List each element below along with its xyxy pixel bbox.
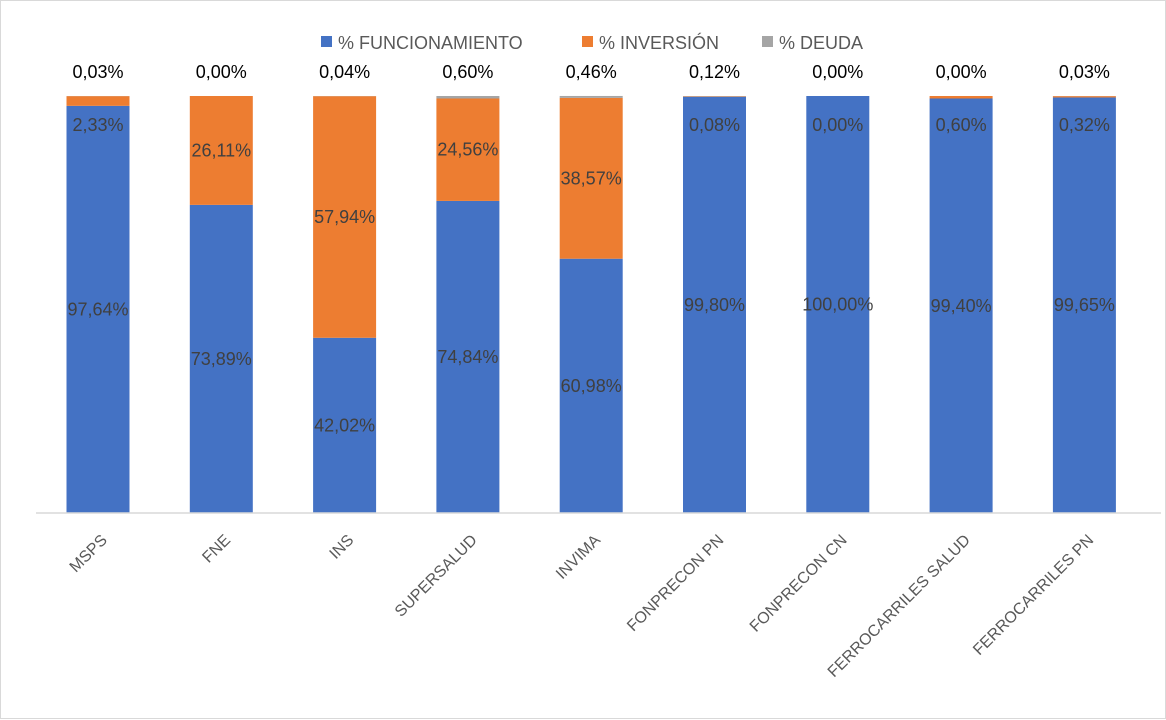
bar-2-5 xyxy=(683,96,746,97)
x-tick-label-8: FERROCARRILES PN xyxy=(970,532,1097,659)
data-label-2-3: 0,60% xyxy=(442,62,493,82)
legend-swatch-1 xyxy=(582,36,593,47)
data-label-1-4: 38,57% xyxy=(561,168,622,188)
data-label-1-3: 24,56% xyxy=(437,140,498,160)
data-label-0-7: 99,40% xyxy=(931,296,992,316)
x-tick-label-1: FNE xyxy=(199,532,234,567)
x-tick-label-0: MSPS xyxy=(67,532,111,576)
data-label-2-7: 0,00% xyxy=(936,62,987,82)
x-tick-label-3: SUPERSALUD xyxy=(392,532,481,621)
data-label-2-1: 0,00% xyxy=(196,62,247,82)
bar-1-8 xyxy=(1053,96,1116,97)
data-label-0-2: 42,02% xyxy=(314,415,375,435)
data-label-0-1: 73,89% xyxy=(191,349,252,369)
data-label-1-7: 0,60% xyxy=(936,115,987,135)
data-label-2-0: 0,03% xyxy=(72,62,123,82)
debt-labels-group: 0,03% 0,00% 0,04% 0,60% 0,46% 0,12% 0,00% 0,00%… xyxy=(72,62,1109,82)
data-label-2-2: 0,04% xyxy=(319,62,370,82)
bar-2-4 xyxy=(560,96,623,98)
bar-2-3 xyxy=(436,96,499,99)
x-tick-label-2: INS xyxy=(327,532,358,563)
data-label-0-4: 60,98% xyxy=(561,376,622,396)
bar-1-7 xyxy=(930,96,993,99)
x-tick-label-7: FERROCARRILES SALUD xyxy=(825,532,974,681)
data-label-1-2: 57,94% xyxy=(314,207,375,227)
data-label-1-1: 26,11% xyxy=(191,140,251,160)
data-label-2-8: 0,03% xyxy=(1059,62,1110,82)
legend: % FUNCIONAMIENTO % INVERSIÓN % DEUDA xyxy=(321,32,863,53)
data-label-0-3: 74,84% xyxy=(437,347,498,367)
data-label-0-0: 97,64% xyxy=(67,299,128,319)
legend-label-1: % INVERSIÓN xyxy=(599,32,719,53)
x-tick-label-5: FONPRECON PN xyxy=(624,532,727,635)
data-label-1-5: 0,08% xyxy=(689,115,740,135)
data-label-2-6: 0,00% xyxy=(812,62,863,82)
x-tick-label-6: FONPRECON CN xyxy=(747,532,851,636)
data-label-1-6: 0,00% xyxy=(812,115,863,135)
legend-swatch-0 xyxy=(321,36,332,47)
data-label-0-5: 99,80% xyxy=(684,295,745,315)
data-label-2-4: 0,46% xyxy=(566,62,617,82)
data-label-2-5: 0,12% xyxy=(689,62,740,82)
x-tick-label-4: INVIMA xyxy=(553,532,604,583)
data-label-0-8: 99,65% xyxy=(1054,295,1115,315)
data-label-1-8: 0,32% xyxy=(1059,115,1110,135)
legend-label-2: % DEUDA xyxy=(779,33,863,53)
data-label-0-6: 100,00% xyxy=(802,295,873,315)
legend-swatch-2 xyxy=(762,36,773,47)
legend-label-0: % FUNCIONAMIENTO xyxy=(338,33,523,53)
bar-1-0 xyxy=(67,96,130,106)
data-label-1-0: 2,33% xyxy=(72,115,123,135)
